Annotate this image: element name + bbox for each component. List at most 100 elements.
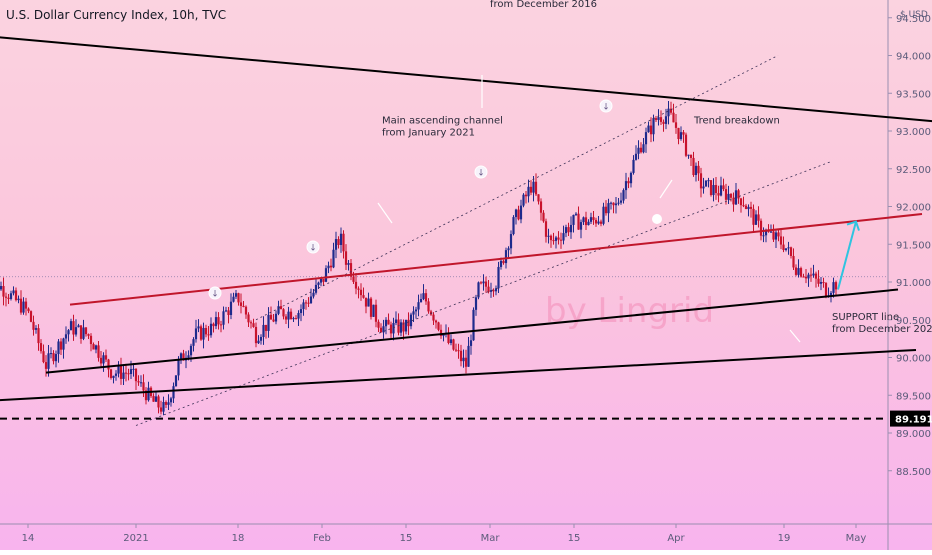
candle-up (562, 233, 565, 241)
candle-up (634, 153, 638, 160)
candle-down (137, 381, 140, 383)
candle-down (487, 286, 490, 292)
candle-up (622, 190, 625, 201)
candle-down (7, 297, 10, 299)
candle-down (2, 286, 5, 297)
candle-up (177, 360, 180, 376)
line-channel-lower (135, 160, 833, 426)
candle-down (289, 311, 293, 320)
y-tick-label: 90.000 (896, 354, 931, 365)
candle-down (739, 198, 743, 206)
candle-down (709, 180, 713, 196)
watermark: by Lingrid (545, 291, 714, 331)
candle-down (677, 127, 680, 140)
candle-down (432, 314, 435, 321)
candle-up (172, 386, 175, 399)
down-arrow-marker (306, 240, 320, 254)
candle-up (467, 345, 470, 367)
candle-up (367, 298, 370, 307)
candle-up (707, 180, 710, 182)
candle-up (57, 341, 60, 355)
candle-down (794, 267, 798, 275)
candle-down (592, 217, 595, 220)
candle-down (14, 290, 18, 301)
candle-up (807, 274, 810, 279)
candle-up (62, 338, 65, 350)
candle-down (354, 281, 358, 289)
candle-down (159, 407, 163, 412)
candle-down (584, 217, 588, 226)
candle-up (54, 354, 58, 362)
y-tick-label: 88.500 (896, 467, 931, 478)
candle-down (152, 396, 155, 402)
candle-down (429, 311, 433, 315)
candle-down (377, 321, 380, 328)
candle-down (804, 276, 808, 279)
candle-up (267, 314, 270, 331)
candle-up (299, 309, 303, 314)
candle-up (727, 193, 730, 200)
candle-up (399, 322, 403, 333)
candle-up (17, 298, 20, 301)
candle-up (192, 339, 195, 346)
candle-down (237, 293, 240, 303)
candle-down (254, 326, 258, 344)
candle-up (829, 292, 833, 296)
candle-down (684, 134, 688, 156)
candle-down (539, 201, 543, 213)
current-level-label: 89.191 (895, 415, 932, 426)
candle-down (374, 304, 378, 322)
candle-down (322, 278, 325, 282)
chart-title: U.S. Dollar Currency Index, 10h, TVC (6, 8, 226, 22)
candle-up (667, 108, 670, 117)
candle-up (812, 273, 815, 276)
candle-down (744, 205, 748, 210)
candle-down (387, 319, 390, 325)
candle-up (547, 235, 550, 237)
candle-down (542, 212, 545, 222)
candle-down (104, 355, 108, 360)
y-tick-label: 91.500 (896, 240, 931, 251)
candle-up (12, 290, 15, 294)
candle-down (119, 365, 123, 379)
candle-up (232, 296, 235, 302)
candle-down (402, 322, 405, 332)
candle-up (394, 319, 398, 324)
candle-up (472, 309, 475, 341)
candle-up (507, 248, 510, 251)
candle-up (262, 324, 265, 337)
candle-up (22, 301, 25, 313)
candle-up (797, 268, 800, 275)
candle-up (477, 282, 480, 298)
candle-up (47, 353, 50, 369)
candle-down (252, 323, 255, 327)
candle-down (407, 319, 410, 327)
down-arrow-glyph: ↓ (211, 290, 219, 300)
candle-down (284, 316, 288, 320)
candle-down (757, 214, 760, 221)
candle-down (822, 282, 825, 284)
candle-down (759, 220, 763, 236)
candle-up (747, 206, 750, 210)
candle-up (819, 282, 823, 284)
candle-down (37, 328, 40, 344)
candle-down (452, 339, 455, 350)
candle-down (457, 350, 460, 352)
candle-down (529, 186, 533, 193)
candle-up (274, 313, 278, 322)
candle-up (579, 222, 583, 230)
candle-down (717, 193, 720, 196)
line-support-mid (45, 288, 899, 374)
line-channel-upper (255, 55, 779, 321)
candle-down (612, 202, 615, 206)
candle-down (4, 296, 8, 298)
candle-down (239, 302, 243, 306)
x-tick-label: 2021 (123, 533, 148, 544)
candle-down (737, 190, 740, 199)
candle-down (809, 274, 813, 276)
candle-down (559, 239, 563, 241)
candle-down (799, 268, 803, 277)
candle-down (604, 206, 608, 214)
